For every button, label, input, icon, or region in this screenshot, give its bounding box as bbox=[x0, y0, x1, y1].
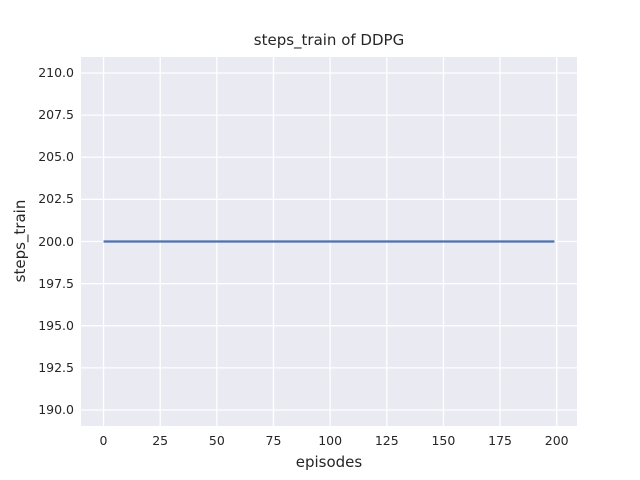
x-tick-label: 50 bbox=[208, 433, 225, 448]
x-tick-label: 200 bbox=[544, 433, 569, 448]
y-tick-label: 205.0 bbox=[38, 149, 74, 165]
x-tick-label: 0 bbox=[99, 433, 108, 448]
x-tick-label: 150 bbox=[431, 433, 456, 448]
y-tick-label: 207.5 bbox=[38, 107, 74, 123]
y-tick-label: 210.0 bbox=[38, 65, 74, 80]
y-tick-label: 192.5 bbox=[38, 359, 74, 375]
y-tick-label: 195.0 bbox=[38, 317, 74, 333]
x-tick-label: 25 bbox=[152, 433, 169, 448]
x-tick-label: 75 bbox=[265, 433, 282, 448]
chart-title: steps_train of DDPG bbox=[253, 31, 405, 49]
x-tick-label: 175 bbox=[488, 433, 512, 448]
y-tick-label: 202.5 bbox=[38, 191, 74, 207]
y-axis-label: steps_train bbox=[11, 199, 29, 283]
plot-area bbox=[81, 57, 577, 426]
x-tick-label: 125 bbox=[374, 433, 399, 448]
y-tick-label: 200.0 bbox=[38, 233, 74, 249]
x-tick-label: 100 bbox=[318, 433, 343, 448]
x-axis-label: episodes bbox=[295, 453, 363, 471]
plot-canvas bbox=[81, 57, 577, 426]
y-tick-label: 190.0 bbox=[38, 401, 74, 417]
y-tick-label: 197.5 bbox=[38, 275, 74, 291]
